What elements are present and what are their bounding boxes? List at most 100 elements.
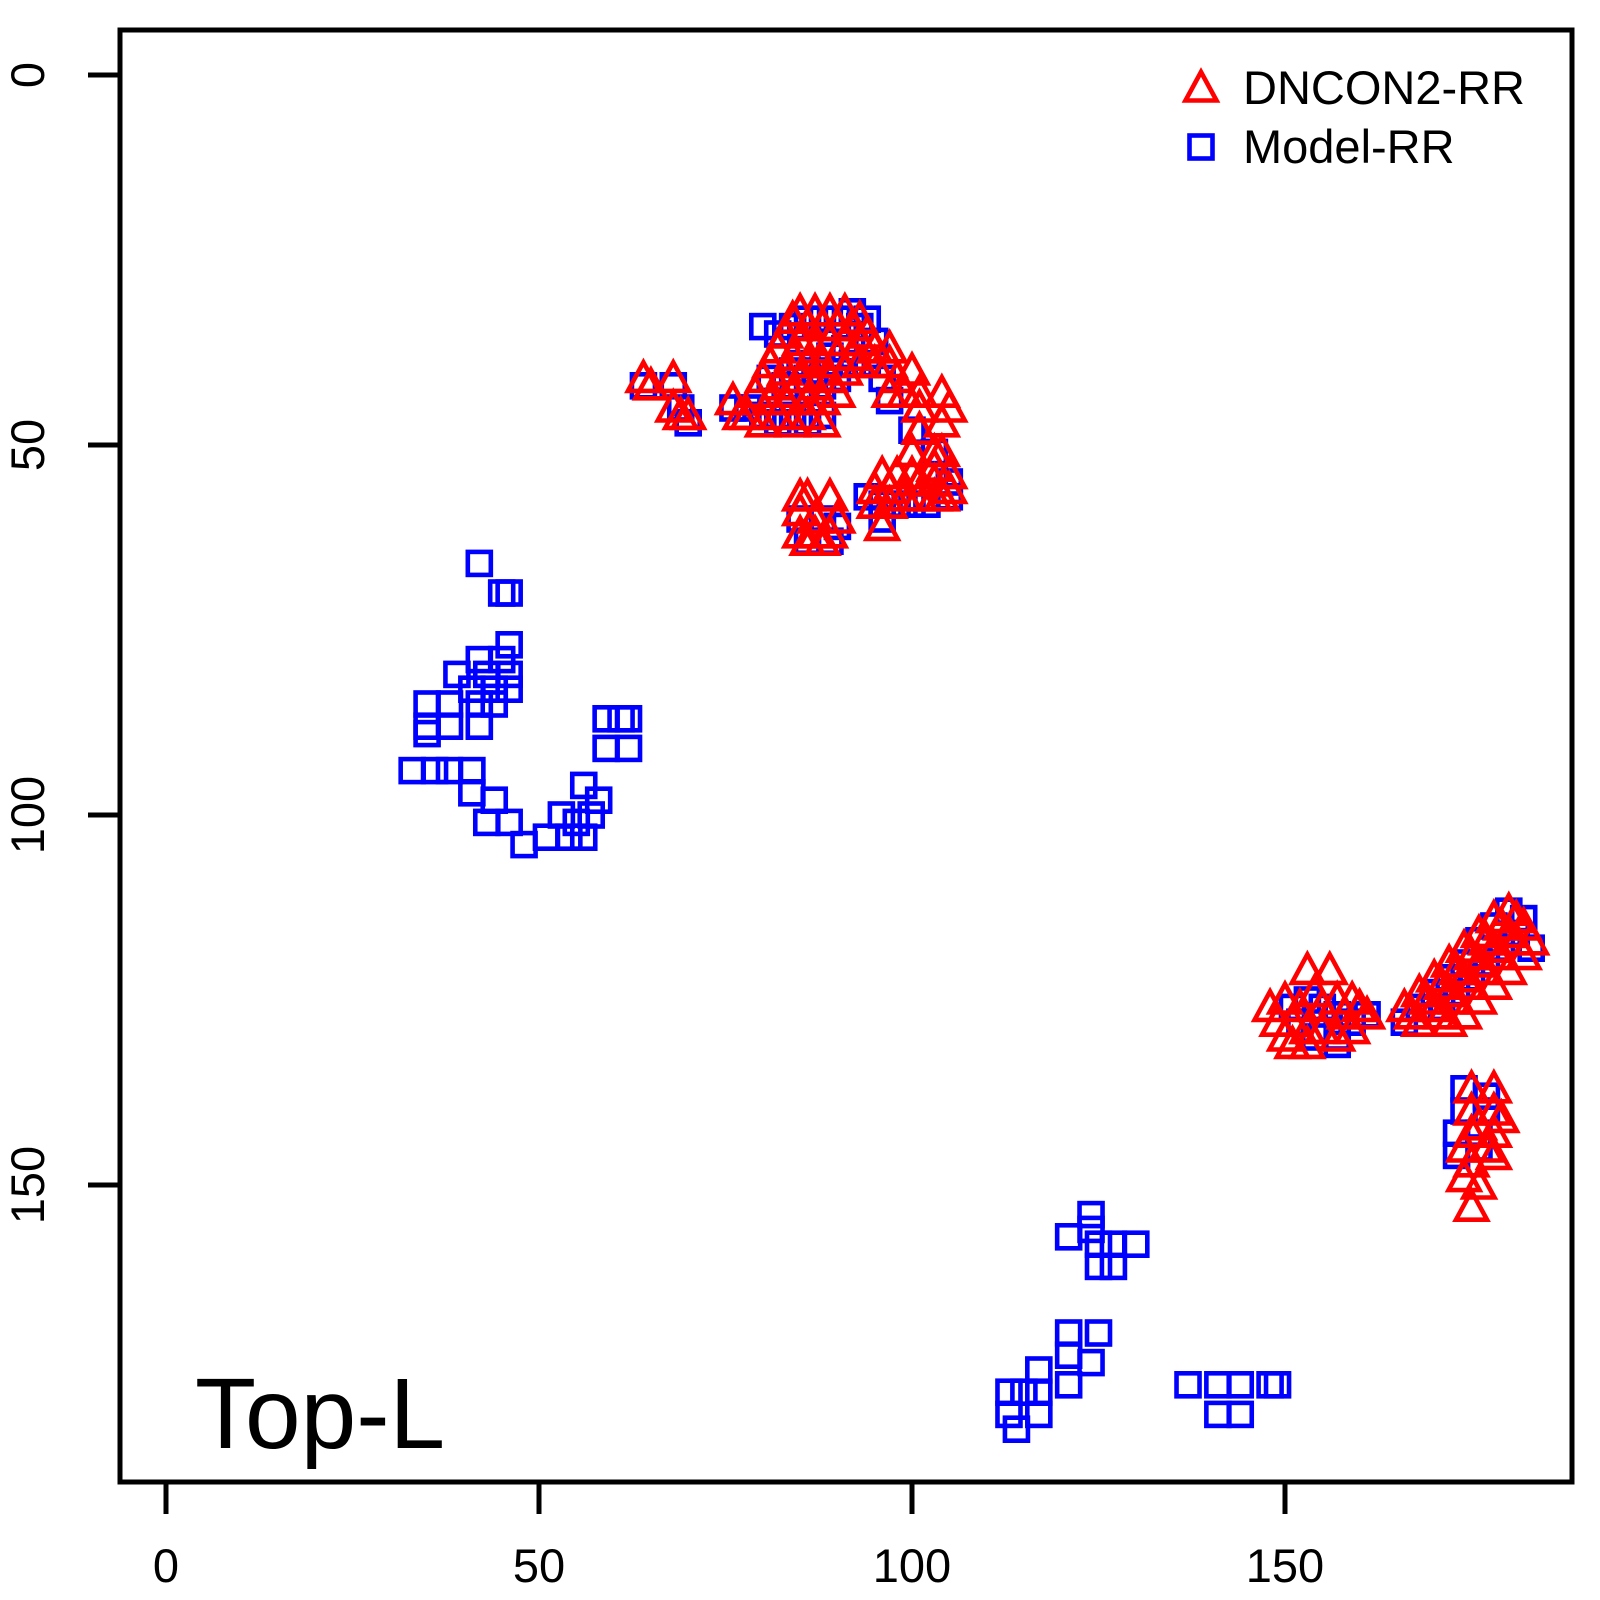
data-point-square: [1174, 1371, 1202, 1399]
data-point-square: [495, 808, 523, 837]
data-point-square: [1256, 1371, 1284, 1399]
data-point-square: [1054, 1371, 1083, 1399]
data-point-square: [458, 756, 486, 785]
data-point-square: [465, 690, 494, 718]
data-point-triangle: [765, 379, 805, 416]
data-point-square: [1077, 1348, 1105, 1377]
data-point-square: [480, 786, 509, 815]
data-point-square: [472, 808, 501, 837]
data-point-square: [435, 690, 464, 718]
data-point-square: [1025, 1400, 1053, 1429]
data-point-square: [995, 1378, 1023, 1406]
data-point-triangle: [795, 498, 835, 534]
data-point-square: [1054, 1319, 1083, 1347]
data-point-triangle: [1459, 1164, 1499, 1200]
data-point-triangle: [1407, 979, 1447, 1015]
data-point-square: [413, 712, 441, 741]
legend-label-dncon2-rr: DNCON2-RR: [1243, 61, 1525, 114]
data-point-square: [995, 1400, 1023, 1429]
data-point-triangle: [743, 401, 783, 438]
data-point-triangle: [1489, 912, 1529, 949]
data-point-triangle: [1332, 1008, 1372, 1045]
data-point-triangle: [870, 327, 909, 364]
data-point-triangle: [1459, 1104, 1499, 1141]
data-point-triangle: [840, 320, 880, 357]
data-point-triangle: [900, 387, 939, 423]
data-point-triangle: [1444, 993, 1484, 1030]
data-point-triangle: [1444, 1156, 1484, 1193]
data-point-triangle: [1444, 956, 1484, 993]
data-point-square: [495, 579, 523, 607]
data-point-triangle: [1452, 1067, 1491, 1104]
data-point-triangle: [803, 379, 842, 416]
data-point-square: [510, 830, 538, 859]
data-point-square: [465, 549, 494, 578]
data-point-square: [1204, 1371, 1232, 1399]
data-point-triangle: [892, 350, 932, 386]
data-point-square: [1077, 1215, 1105, 1244]
y-tick-label: 50: [1, 419, 54, 471]
data-point-square: [1099, 1252, 1128, 1281]
data-point-square: [1054, 1341, 1083, 1369]
data-point-triangle: [1181, 67, 1221, 103]
data-point-triangle: [922, 475, 962, 512]
data-point-triangle: [631, 364, 671, 401]
x-axis: 0 50 100 150: [153, 1482, 1324, 1592]
data-point-square: [495, 675, 523, 704]
legend-markers: [1181, 67, 1221, 161]
x-tick-label: 150: [1246, 1539, 1324, 1592]
data-point-triangle: [870, 468, 909, 505]
y-tick-label: 100: [1, 776, 54, 854]
data-point-square: [487, 579, 516, 607]
data-point-square: [1002, 1415, 1031, 1443]
data-point-triangle: [870, 483, 909, 520]
data-point-triangle: [1302, 1008, 1342, 1045]
data-point-square: [1263, 1371, 1292, 1399]
data-point-square: [555, 823, 583, 852]
data-point-triangle: [773, 298, 813, 335]
data-point-triangle: [1399, 1001, 1439, 1037]
data-point-square: [465, 645, 494, 674]
data-point-triangle: [1288, 1023, 1327, 1060]
data-point-triangle: [1317, 1016, 1357, 1052]
data-point-triangle: [1467, 1127, 1506, 1163]
data-point-triangle: [900, 372, 939, 409]
y-tick-label: 150: [1, 1146, 54, 1224]
plot-annotation: Top-L: [195, 1358, 445, 1470]
data-point-square: [465, 712, 494, 741]
data-point-triangle: [862, 505, 902, 542]
data-point-triangle: [1452, 1186, 1491, 1222]
data-point-triangle: [653, 387, 693, 423]
data-point-square: [1122, 1230, 1150, 1258]
data-point-square: [547, 801, 576, 829]
data-point-square: [592, 704, 620, 733]
data-point-square: [614, 704, 643, 733]
data-point-triangle: [1489, 949, 1529, 986]
data-point-triangle: [1474, 927, 1514, 964]
data-point-square: [1084, 1230, 1113, 1258]
data-point-triangle: [1474, 964, 1514, 1001]
data-point-square: [592, 734, 620, 763]
data-point-triangle: [1414, 986, 1454, 1023]
data-point-triangle: [773, 401, 813, 438]
data-point-square: [577, 801, 606, 829]
data-point-square: [614, 734, 643, 763]
x-tick-label: 0: [153, 1539, 179, 1592]
data-point-square: [607, 704, 635, 733]
data-point-triangle: [1310, 949, 1350, 986]
data-point-square: [487, 645, 516, 674]
data-point-square: [562, 808, 591, 837]
data-point-triangle: [1459, 979, 1499, 1015]
data-point-triangle: [892, 453, 932, 490]
data-point-triangle: [624, 357, 663, 394]
data-point-triangle: [900, 409, 939, 446]
data-point-square: [480, 675, 509, 704]
data-point-triangle: [1474, 1067, 1514, 1104]
data-point-square: [443, 660, 471, 689]
scatter-points: [398, 290, 1551, 1443]
data-point-square: [748, 312, 777, 341]
data-point-square: [569, 771, 598, 800]
data-point-triangle: [1392, 993, 1432, 1030]
data-point-square: [458, 675, 486, 704]
